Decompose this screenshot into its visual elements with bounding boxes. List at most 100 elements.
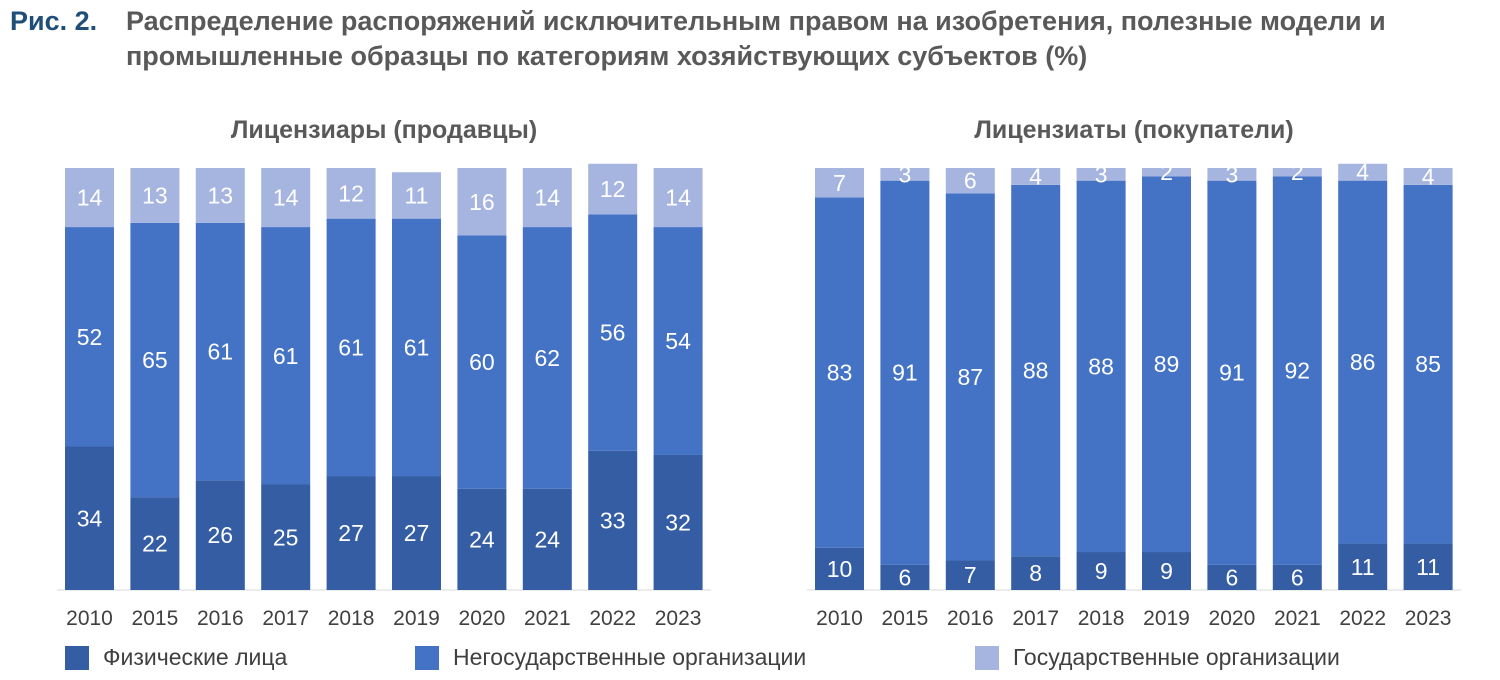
bar-segment	[65, 227, 114, 447]
bar-segment	[945, 168, 995, 194]
data-label: 2	[1291, 159, 1304, 185]
bar-segment	[65, 446, 114, 590]
figure-title-text: Распределение распоряжений исключительны…	[126, 6, 1386, 71]
bar-segment	[945, 193, 995, 561]
bar-segment	[1011, 556, 1061, 590]
data-label: 13	[142, 182, 168, 208]
bar-segment	[1076, 168, 1126, 181]
data-label: 61	[338, 334, 364, 360]
bar-segment	[1338, 180, 1388, 544]
data-label: 52	[77, 324, 103, 350]
data-label: 13	[208, 182, 234, 208]
data-label: 14	[535, 185, 561, 211]
bar-segment	[261, 168, 311, 228]
data-label: 14	[273, 185, 299, 211]
bar-segment	[1207, 180, 1257, 565]
x-tick-label: 2020	[1209, 607, 1256, 630]
data-label: 24	[535, 526, 561, 552]
x-tick-label: 2016	[197, 607, 244, 630]
data-label: 24	[469, 526, 495, 552]
data-label: 7	[833, 170, 846, 196]
data-label: 22	[142, 531, 168, 557]
data-label: 61	[404, 334, 430, 360]
bar-segment	[1403, 168, 1453, 185]
bar-segment	[880, 564, 930, 590]
data-label: 88	[1088, 353, 1114, 379]
data-label: 4	[1356, 159, 1369, 185]
data-label: 9	[1095, 558, 1108, 584]
legend-swatch	[975, 645, 999, 670]
legend-swatch	[65, 645, 89, 670]
data-label: 83	[827, 360, 853, 386]
bar-segment	[880, 168, 930, 181]
data-label: 86	[1350, 349, 1376, 375]
bar-segment	[130, 222, 180, 498]
bar-segment	[1142, 176, 1191, 553]
data-label: 10	[827, 556, 853, 582]
bar-segment	[1076, 552, 1126, 590]
x-tick-label: 2017	[262, 607, 309, 630]
data-label: 92	[1285, 358, 1311, 384]
data-label: 3	[1095, 161, 1108, 187]
data-label: 14	[77, 185, 103, 211]
data-label: 6	[964, 168, 977, 194]
x-tick-label: 2015	[132, 607, 179, 630]
data-label: 26	[208, 522, 234, 548]
legend-label: Негосударственные организации	[453, 644, 807, 670]
bar-segment	[1403, 184, 1453, 544]
data-label: 32	[665, 509, 691, 535]
data-label: 88	[1023, 358, 1049, 384]
data-label: 61	[208, 339, 234, 365]
data-label: 61	[273, 343, 299, 369]
data-label: 11	[1351, 554, 1375, 580]
x-tick-label: 2020	[459, 607, 506, 630]
figure-number: Рис. 2.	[10, 6, 98, 36]
bar-segment	[1272, 168, 1322, 177]
bar-segment	[815, 168, 864, 198]
data-label: 85	[1415, 351, 1441, 377]
bar-segment	[588, 163, 638, 215]
data-label: 12	[338, 180, 364, 206]
legend-item-individuals: Физические лица	[65, 644, 287, 671]
data-label: 91	[892, 360, 918, 386]
data-label: 9	[1160, 558, 1173, 584]
bar-segment	[261, 227, 311, 485]
legend-swatch	[415, 645, 439, 670]
data-label: 27	[338, 520, 364, 546]
data-label: 33	[600, 507, 626, 533]
bar-segment	[1272, 564, 1322, 590]
legend-item-nongov: Негосударственные организации	[415, 644, 806, 671]
bar-segment	[195, 168, 245, 223]
data-label: 54	[665, 328, 691, 354]
data-label: 3	[899, 161, 912, 187]
data-label: 65	[142, 347, 168, 373]
bar-segment	[130, 497, 180, 590]
data-label: 16	[469, 189, 495, 215]
legend-label: Физические лица	[103, 644, 288, 670]
bar-segment	[815, 197, 864, 548]
data-label: 89	[1154, 351, 1180, 377]
chart-title: Лицензиары (продавцы)	[231, 116, 537, 144]
data-label: 11	[405, 182, 429, 208]
bar-segment	[326, 476, 376, 590]
bar-segment	[326, 168, 376, 219]
x-tick-label: 2023	[655, 607, 702, 630]
bar-segment	[588, 450, 638, 590]
bar-segment	[392, 476, 441, 590]
bar-segment	[522, 227, 572, 489]
bar-segment	[65, 168, 114, 228]
bar-segment	[522, 168, 572, 228]
bar-segment	[1403, 543, 1453, 590]
bar-segment	[653, 227, 703, 455]
bar-segment	[457, 488, 507, 590]
data-label: 12	[600, 176, 626, 202]
x-tick-label: 2023	[1405, 607, 1452, 630]
data-label: 56	[600, 320, 626, 346]
bar-segment	[1011, 168, 1061, 185]
x-tick-label: 2018	[1078, 607, 1125, 630]
bar-segment	[130, 168, 180, 223]
bar-segment	[1076, 180, 1126, 553]
x-tick-label: 2017	[1012, 607, 1059, 630]
bar-segment	[326, 218, 376, 477]
